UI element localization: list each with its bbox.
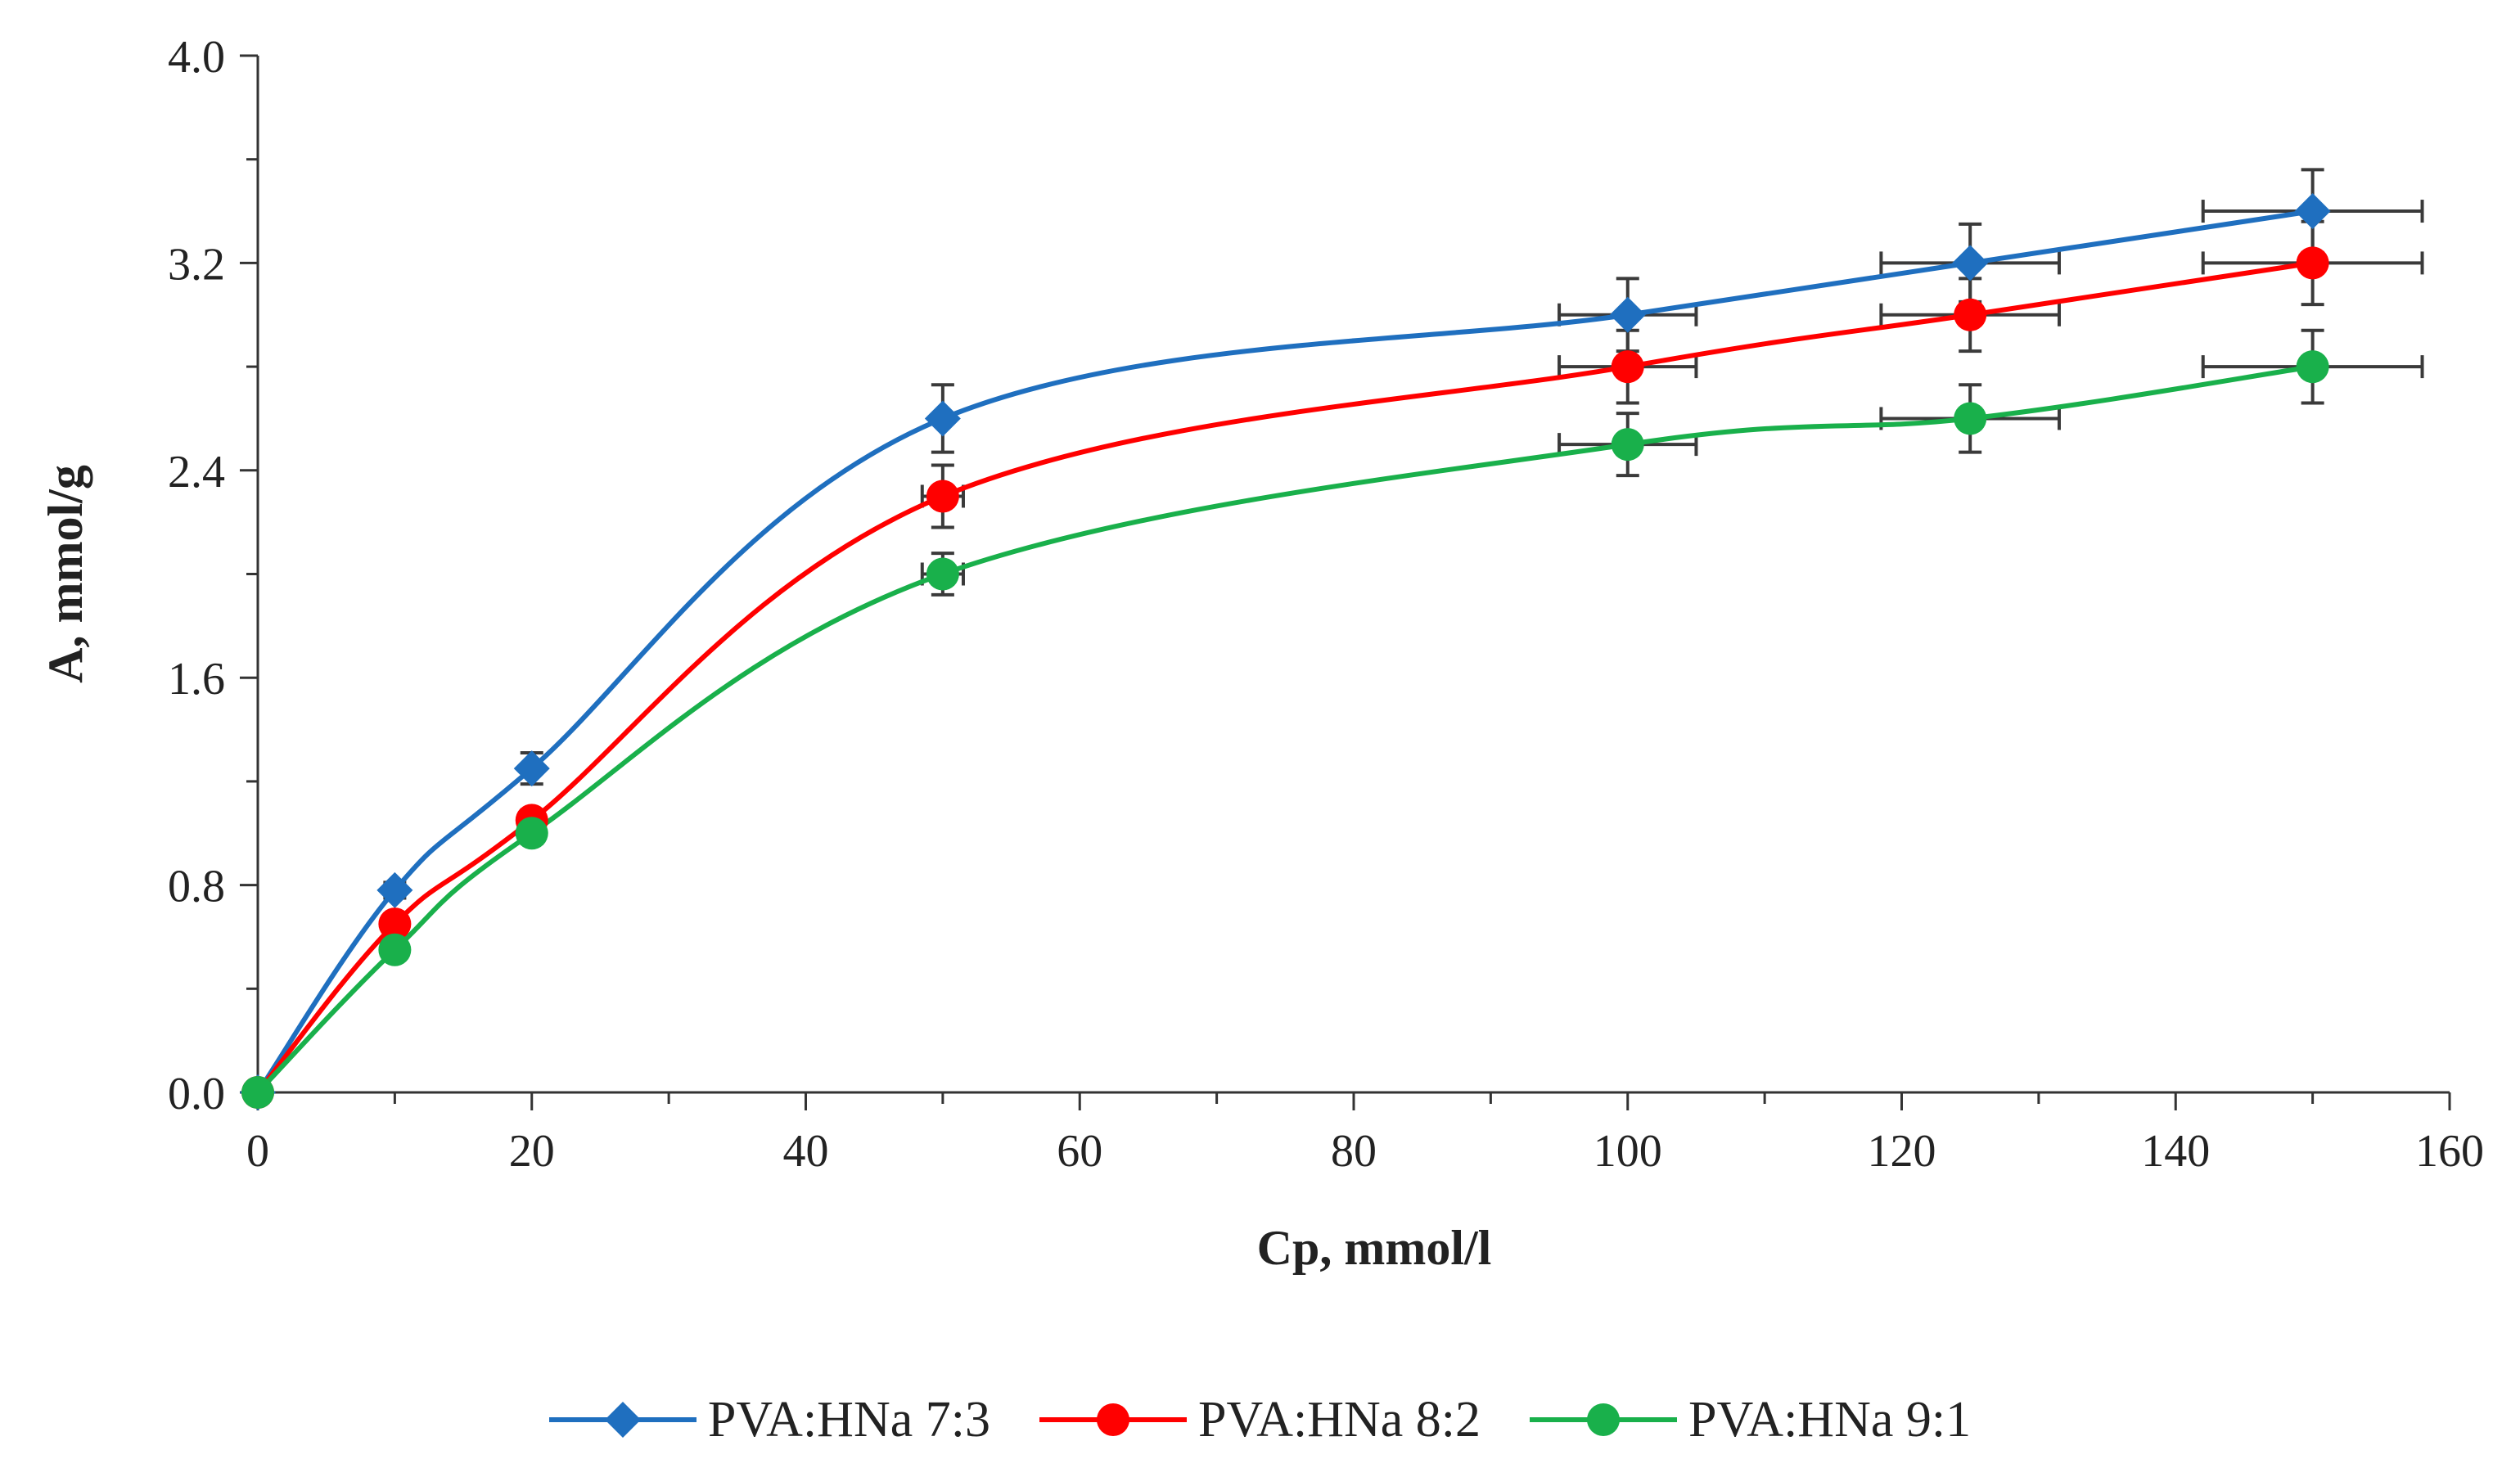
data-point-circle (515, 817, 548, 850)
legend-label: PVA:HNa 8:2 (1197, 1391, 1481, 1448)
x-tick-label: 20 (509, 1126, 555, 1177)
y-axis-title: A, mmol/g (38, 465, 92, 683)
y-tick-label: 0.0 (168, 1069, 225, 1119)
x-tick-label: 60 (1057, 1126, 1102, 1177)
data-point-circle (1954, 298, 1987, 331)
legend-item: PVA:HNa 9:1 (1530, 1391, 1971, 1449)
data-point-circle (1611, 350, 1644, 384)
y-tick-label: 0.8 (168, 862, 225, 912)
data-point-diamond (924, 400, 961, 437)
x-tick-label: 160 (2415, 1126, 2484, 1177)
legend-swatch (1530, 1403, 1678, 1436)
series-markers (240, 193, 2331, 1110)
data-point-circle (926, 557, 959, 591)
y-tick-label: 4.0 (168, 32, 225, 83)
y-tick-label: 3.2 (168, 239, 225, 290)
data-point-circle (2296, 350, 2329, 384)
y-tick-label: 2.4 (168, 447, 225, 498)
x-tick-label: 0 (246, 1126, 269, 1177)
axes: 0 20 40 60 80 100 120 140 160 0.0 0.8 1.6 2.4 3.2 4.0 (168, 32, 2484, 1177)
legend-item: PVA:HNa 8:2 (1039, 1391, 1481, 1449)
legend-swatch (548, 1402, 696, 1438)
legend-swatch (1039, 1403, 1187, 1436)
data-point-diamond (2294, 193, 2331, 230)
series-lines (255, 209, 2314, 1095)
data-point-circle (1611, 428, 1644, 462)
data-point-circle (2296, 246, 2329, 280)
legend-marker-circle (1587, 1403, 1621, 1436)
legend-marker-diamond (604, 1402, 641, 1438)
x-tick-label: 140 (2141, 1126, 2210, 1177)
x-axis-title: Cp, mmol/l (1257, 1221, 1492, 1275)
y-tick-label: 1.6 (168, 654, 225, 705)
series-line (255, 364, 2314, 1095)
data-point-circle (378, 907, 412, 941)
data-point-circle (926, 480, 959, 513)
data-point-circle (1954, 402, 1987, 435)
x-tick-label: 100 (1594, 1126, 1662, 1177)
data-point-circle (241, 1076, 274, 1109)
x-tick-label: 120 (1868, 1126, 1936, 1177)
legend-item: PVA:HNa 7:3 (548, 1391, 990, 1449)
x-tick-label: 40 (783, 1126, 829, 1177)
data-point-diamond (1952, 245, 1989, 281)
data-point-diamond (1609, 296, 1646, 333)
x-tick-label: 80 (1331, 1126, 1377, 1177)
data-point-diamond (513, 750, 550, 787)
legend-label: PVA:HNa 7:3 (707, 1391, 990, 1448)
error-bars (383, 168, 2424, 957)
axis-labels: Cp, mmol/l A, mmol/g (38, 465, 1491, 1275)
series-line (255, 209, 2314, 1094)
data-point-diamond (376, 871, 413, 908)
data-point-circle (378, 933, 412, 966)
legend-marker-circle (1096, 1403, 1129, 1436)
series-line (255, 260, 2314, 1094)
legend-label: PVA:HNa 9:1 (1688, 1391, 1972, 1448)
legend: PVA:HNa 7:3 PVA:HNa 8:2 PVA:HNa 9:1 (0, 1383, 2520, 1457)
chart: 0 20 40 60 80 100 120 140 1600.00.81.62.43.24.0 … (38, 32, 2484, 1275)
